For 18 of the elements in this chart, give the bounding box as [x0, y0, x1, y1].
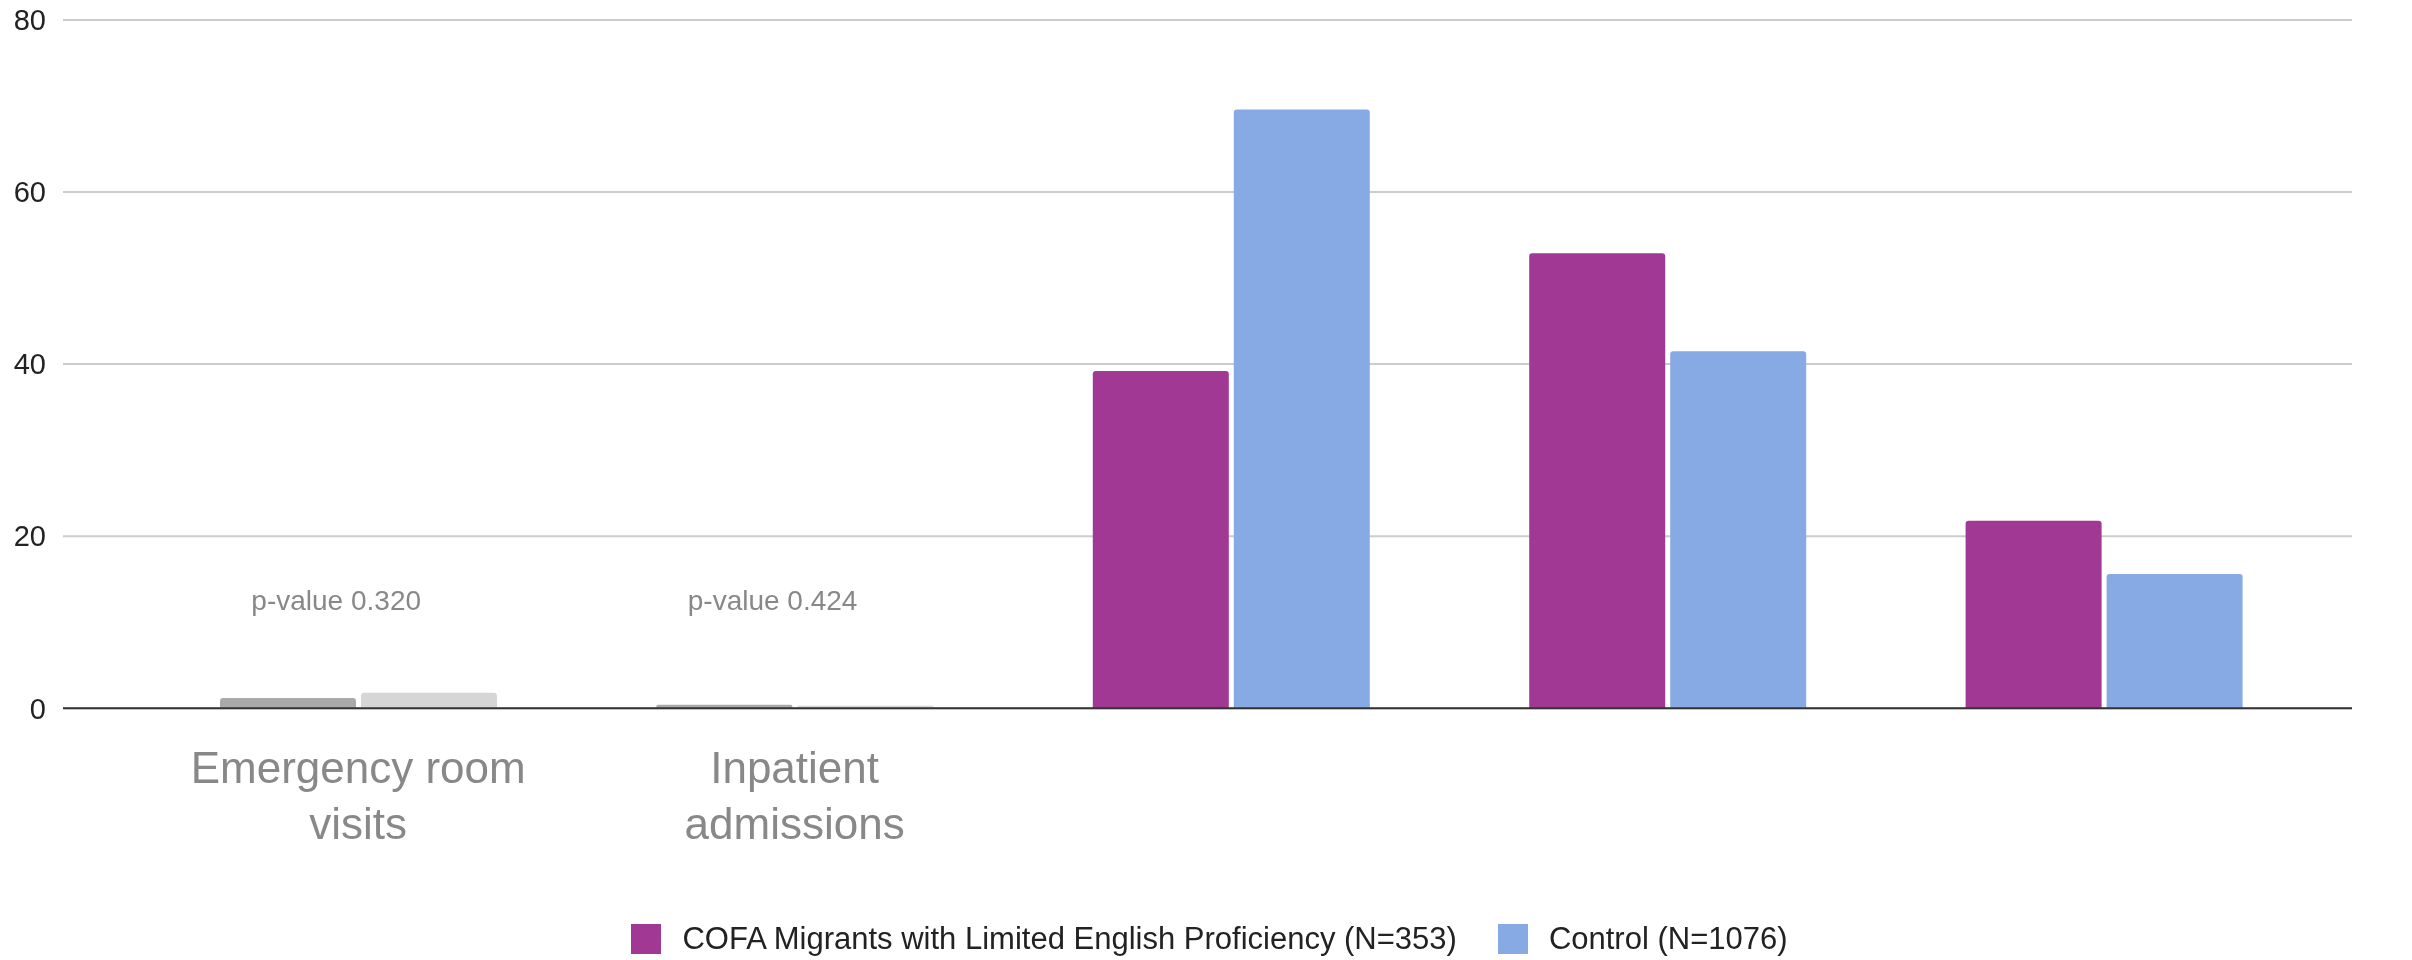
x-tick-label: Emergency room visits: [190, 743, 526, 849]
bar: [1529, 253, 1666, 709]
x-tick-label: Inpatient admissions: [684, 743, 905, 849]
bar: [1092, 371, 1229, 709]
y-tick-label: 40: [13, 348, 46, 381]
y-tick-label: 80: [13, 4, 46, 37]
bar: [1670, 351, 1807, 709]
y-tick-label: 60: [13, 176, 46, 209]
legend-label: Control (N=1076): [1548, 921, 1788, 956]
y-tick-label: 0: [29, 692, 46, 725]
bar: [2106, 574, 2243, 709]
bar: [1233, 109, 1370, 709]
legend-label: COFA Migrants with Limited English Proficiency (N=353): [682, 921, 1457, 956]
bar: [1965, 520, 2102, 709]
annotation: p-value 0.320: [251, 585, 422, 617]
y-tick-label: 20: [13, 520, 46, 553]
annotation: p-value 0.424: [687, 585, 858, 617]
bar: [361, 692, 497, 709]
